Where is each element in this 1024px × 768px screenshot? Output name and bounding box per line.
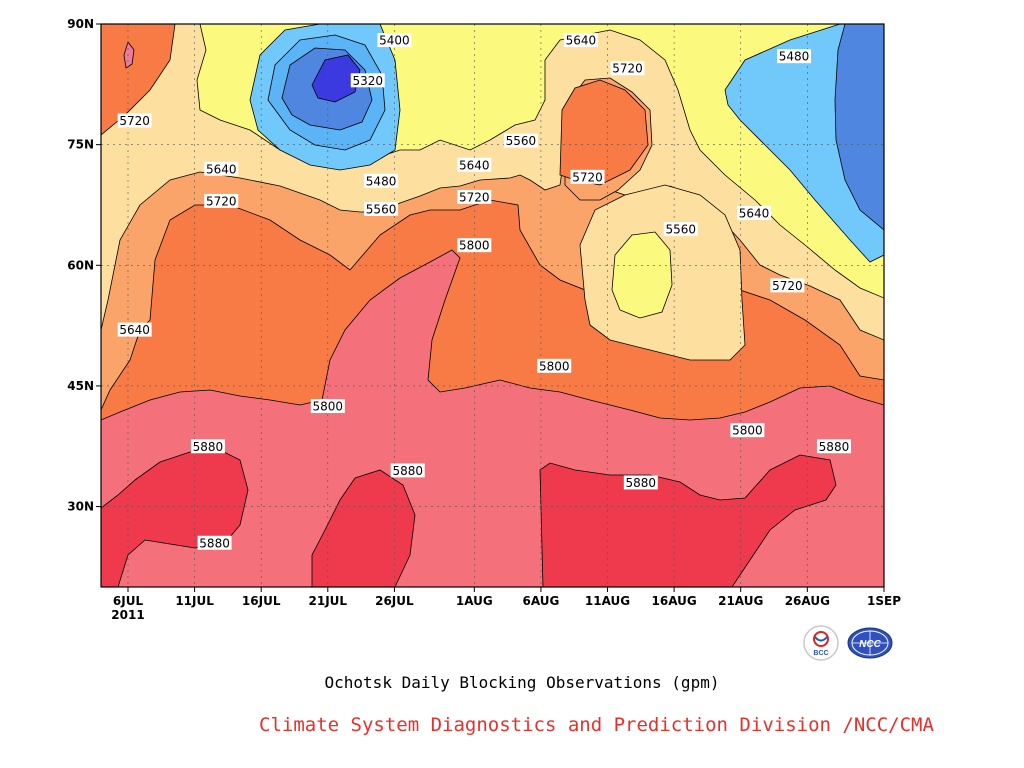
y-tick-label: 60N xyxy=(67,258,94,272)
contour-label: 5880 xyxy=(623,475,658,490)
y-tick-label: 90N xyxy=(67,17,94,31)
contour-label: 5800 xyxy=(537,358,572,373)
contour-label: 5320 xyxy=(350,73,385,88)
y-axis: 30N 45N 60N 75N 90N xyxy=(67,17,101,514)
x-tick-label: 21JUL xyxy=(309,594,348,608)
region-gt5880-right xyxy=(539,454,837,587)
region-5560-ring xyxy=(611,231,673,319)
contour-label: 5400 xyxy=(377,33,412,48)
contour-label: 5640 xyxy=(563,33,598,48)
svg-text:5720: 5720 xyxy=(206,194,237,208)
svg-text:5720: 5720 xyxy=(772,279,803,293)
svg-text:5800: 5800 xyxy=(539,359,570,373)
x-tick-label: 6JUL xyxy=(113,594,144,608)
region-gt5880-left xyxy=(101,449,249,587)
contour-label: 5880 xyxy=(390,463,425,478)
svg-text:5560: 5560 xyxy=(366,202,397,216)
contour-label: 5800 xyxy=(457,238,492,253)
svg-text:5800: 5800 xyxy=(732,424,763,438)
ncc-logo-text: NCC xyxy=(859,639,881,650)
contour-label: 5720 xyxy=(117,113,152,128)
contour-label: 5640 xyxy=(457,157,492,172)
svg-text:5640: 5640 xyxy=(566,34,597,48)
region-gt5880-middle xyxy=(311,469,416,587)
svg-text:5720: 5720 xyxy=(612,62,643,76)
svg-text:5480: 5480 xyxy=(366,174,397,188)
svg-text:5400: 5400 xyxy=(379,34,410,48)
x-tick-label: 16JUL xyxy=(242,594,281,608)
svg-text:5640: 5640 xyxy=(206,162,237,176)
contour-label: 5720 xyxy=(570,169,605,184)
logos: BCC NCC xyxy=(802,624,894,662)
contour-label: 5800 xyxy=(310,399,345,414)
svg-text:5560: 5560 xyxy=(506,134,537,148)
svg-text:5320: 5320 xyxy=(352,74,383,88)
x-year-label: 2011 xyxy=(111,608,144,622)
ncc-logo: NCC xyxy=(847,627,893,659)
contour-label: 5480 xyxy=(364,173,399,188)
contour-label: 5880 xyxy=(190,439,225,454)
x-tick-label: 21AUG xyxy=(718,594,763,608)
svg-text:5800: 5800 xyxy=(459,239,490,253)
svg-text:5880: 5880 xyxy=(199,536,230,550)
svg-text:5880: 5880 xyxy=(392,464,423,478)
contour-label: 5720 xyxy=(610,61,645,76)
x-tick-label: 16AUG xyxy=(652,594,697,608)
x-tick-label: 26AUG xyxy=(785,594,830,608)
svg-text:5560: 5560 xyxy=(666,223,697,237)
contour-label: 5480 xyxy=(777,49,811,64)
svg-text:5720: 5720 xyxy=(459,190,490,204)
grid xyxy=(101,24,884,587)
y-tick-label: 45N xyxy=(67,379,94,393)
bcc-logo: BCC xyxy=(803,625,839,661)
contour-label: 5720 xyxy=(457,189,492,204)
contour-label: 5560 xyxy=(503,133,538,148)
x-tick-label: 11AUG xyxy=(585,594,630,608)
contour-label: 5880 xyxy=(197,535,232,550)
contour-label: 5640 xyxy=(737,206,772,221)
region-5800-left-patch xyxy=(101,24,176,136)
bcc-logo-text: BCC xyxy=(813,650,828,657)
plot-area xyxy=(101,24,884,587)
x-tick-label: 1AUG xyxy=(456,594,493,608)
contour-label: 5720 xyxy=(770,278,805,293)
svg-text:5720: 5720 xyxy=(572,170,603,184)
svg-text:5640: 5640 xyxy=(739,207,770,221)
svg-text:5640: 5640 xyxy=(119,323,150,337)
region-5400-right xyxy=(834,24,884,231)
svg-text:5720: 5720 xyxy=(119,114,150,128)
svg-text:5640: 5640 xyxy=(459,158,490,172)
contour-label: 5800 xyxy=(730,423,765,438)
svg-text:5880: 5880 xyxy=(193,440,224,454)
svg-text:5880: 5880 xyxy=(626,476,657,490)
y-tick-label: 75N xyxy=(67,138,94,152)
x-tick-label: 11JUL xyxy=(175,594,214,608)
svg-text:5800: 5800 xyxy=(313,400,344,414)
x-axis: 6JUL 11JUL 16JUL 21JUL 26JUL 1AUG 6AUG 11AUG 16A… xyxy=(111,587,901,622)
contour-label: 5560 xyxy=(364,201,399,216)
chart-title: Ochotsk Daily Blocking Observations (gpm… xyxy=(324,673,720,692)
contour-labels: 5400 5320 5480 5560 5640 5720 5720 5640 5720 5560… xyxy=(117,33,851,550)
svg-text:5480: 5480 xyxy=(779,50,810,64)
contour-label: 5880 xyxy=(816,439,851,454)
region-5880-left-spot xyxy=(123,41,135,69)
chart-subtitle: Climate System Diagnostics and Predictio… xyxy=(259,714,934,736)
contour-label: 5560 xyxy=(663,222,698,237)
plot-frame xyxy=(100,23,885,588)
contour-label: 5640 xyxy=(117,322,152,337)
x-tick-label: 1SEP xyxy=(867,594,901,608)
contour-label: 5640 xyxy=(204,161,239,176)
x-tick-label: 6AUG xyxy=(522,594,559,608)
svg-text:5880: 5880 xyxy=(819,440,850,454)
y-tick-label: 30N xyxy=(67,500,94,514)
contour-label: 5720 xyxy=(204,193,239,208)
x-tick-label: 26JUL xyxy=(375,594,414,608)
